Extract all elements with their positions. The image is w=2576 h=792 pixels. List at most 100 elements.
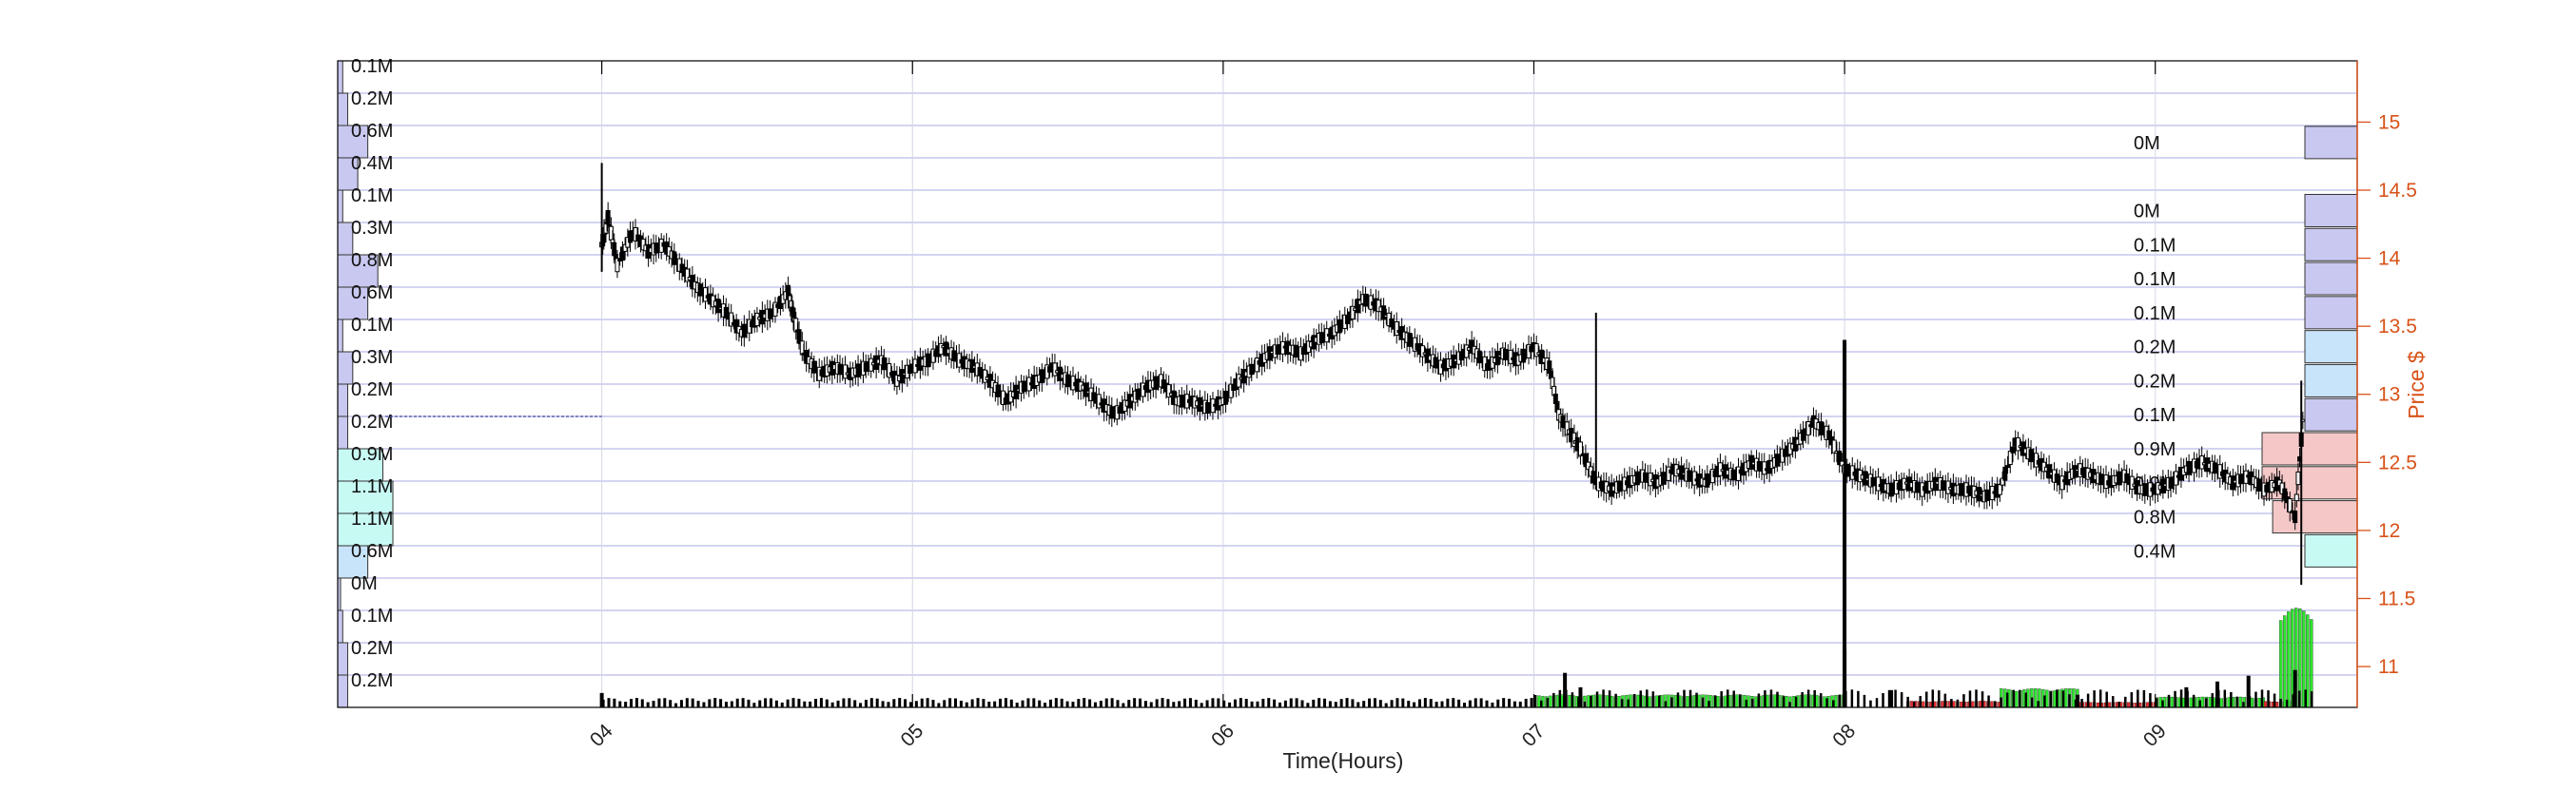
right-profile-label: 0.1M: [2134, 235, 2176, 256]
candle-body: [615, 258, 620, 273]
volume-bar: [1658, 695, 1661, 707]
volume-bar: [2000, 697, 2002, 707]
volume-bar: [2311, 691, 2313, 707]
candle-body: [1464, 344, 1470, 358]
candle-body: [1052, 362, 1058, 377]
volume-bar: [853, 700, 857, 707]
volume-bar: [1968, 690, 1972, 707]
volume-bar: [864, 699, 868, 707]
volume-bar: [774, 700, 778, 707]
volume-bar: [2304, 689, 2307, 707]
volume-bar: [2260, 689, 2264, 707]
volume-spike: [1889, 689, 1894, 707]
volume-bars: [599, 339, 2313, 708]
volume-bar: [1083, 698, 1086, 707]
candle-body: [622, 243, 628, 252]
volume-bar: [2045, 689, 2049, 708]
volume-bar: [1823, 696, 1826, 708]
volume-bar: [1716, 696, 1720, 708]
volume-bar: [1071, 702, 1075, 707]
volume-spike: [2215, 681, 2220, 707]
volume-bar: [1990, 701, 1994, 708]
volume-bar: [1757, 693, 1761, 707]
candle-body: [2046, 464, 2052, 479]
volume-bar: [1922, 701, 1925, 708]
volume-bar: [2074, 699, 2078, 707]
volume-bar: [887, 702, 890, 707]
volume-bar: [1217, 698, 1220, 707]
volume-bar: [842, 698, 846, 707]
volume-bar: [1088, 699, 1092, 707]
volume-bar: [1732, 690, 1736, 707]
volume-bar: [747, 699, 751, 707]
volume-bar: [1194, 699, 1198, 707]
volume-bar: [2142, 689, 2146, 707]
volume-bar: [1390, 700, 1394, 707]
volume-bar: [1620, 699, 1624, 707]
volume-bar: [1044, 703, 1047, 707]
candle-body: [772, 301, 778, 317]
volume-bar: [685, 698, 689, 707]
volume-bar: [1751, 698, 1754, 707]
volume-bar: [769, 698, 772, 707]
right-profile-label: 0.4M: [2134, 541, 2176, 562]
volume-bar: [1925, 691, 1928, 707]
volume-bar: [1149, 702, 1153, 707]
candle-body: [1013, 384, 1019, 399]
candle-body: [2293, 511, 2298, 524]
volume-bar: [1546, 698, 1550, 707]
left-volume-profile: 0.1M 0.2M 0.6M 0.4M 0.1M 0.3M 0.8M 0.6M 0.1M 0.3M…: [337, 56, 602, 708]
volume-bar: [819, 698, 823, 707]
volume-bar: [1508, 698, 1512, 707]
volume-bar: [2238, 696, 2242, 708]
volume-bar: [1345, 698, 1349, 707]
volume-bar: [1054, 698, 1058, 707]
volume-bar: [2267, 690, 2270, 707]
candle-body: [1805, 421, 1811, 436]
volume-bar: [2204, 698, 2208, 707]
volume-bar: [970, 699, 974, 707]
candle-body: [715, 299, 721, 314]
volume-bar: [1048, 699, 1052, 707]
volume-bar: [1558, 689, 1562, 707]
volume-bar: [1468, 700, 1472, 707]
candle-body: [2015, 437, 2020, 452]
candle-body: [729, 312, 734, 327]
volume-bar: [2096, 702, 2100, 708]
volume-bar: [1766, 694, 1769, 708]
volume-bar: [1122, 703, 1125, 707]
volume-bar: [965, 702, 968, 707]
volume-bar: [1518, 701, 1522, 707]
volume-bar: [2192, 694, 2195, 707]
volume-bar: [1015, 703, 1019, 707]
volume-bar: [2219, 698, 2223, 708]
left-profile-label: 0.2M: [351, 88, 393, 109]
left-profile-label: 0.8M: [351, 250, 393, 271]
volume-bar: [1806, 689, 1810, 707]
candle-body: [1577, 441, 1583, 456]
volume-bar: [803, 701, 807, 707]
candle-body: [1109, 406, 1115, 419]
volume-bar: [646, 702, 650, 707]
y-tick-label: 14.5: [2378, 180, 2417, 202]
volume-bar: [669, 700, 673, 707]
candle-body: [1661, 472, 1667, 485]
volume-bar: [1139, 698, 1142, 707]
volume-bar: [1664, 701, 1668, 707]
volume-bar: [1457, 699, 1461, 707]
candle-body: [811, 360, 817, 374]
candle-body: [995, 384, 1001, 397]
volume-bar: [1407, 701, 1411, 707]
candle-body: [1254, 357, 1259, 373]
right-profile-label: 0.1M: [2134, 269, 2176, 290]
right-profile-bar: [2304, 296, 2358, 330]
candle-body: [1494, 350, 1500, 366]
candle-body: [1376, 299, 1381, 313]
candle-body: [1826, 430, 1832, 440]
volume-bar: [1683, 689, 1686, 707]
volume-bar: [2043, 695, 2046, 707]
volume-bar: [2161, 700, 2164, 707]
volume-bar: [1188, 698, 1192, 707]
volume-bar: [1697, 694, 1701, 708]
volume-bar: [1133, 698, 1137, 707]
